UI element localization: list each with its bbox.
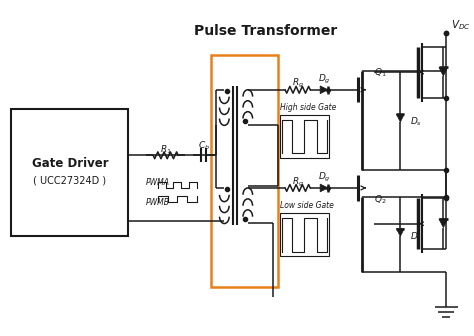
Text: Low side Gate: Low side Gate <box>280 201 334 210</box>
Bar <box>280 115 329 158</box>
Text: $Q_2$: $Q_2$ <box>374 193 386 206</box>
Text: $V_{DC}$: $V_{DC}$ <box>451 18 471 32</box>
Text: $Q_1$: $Q_1$ <box>374 67 386 79</box>
Bar <box>210 54 278 287</box>
Text: $D_s$: $D_s$ <box>410 230 422 243</box>
Text: Pulse Transformer: Pulse Transformer <box>194 24 337 38</box>
Text: $R_1$: $R_1$ <box>160 143 172 156</box>
Text: High side Gate: High side Gate <box>280 103 337 112</box>
Text: $D_g$: $D_g$ <box>318 171 330 184</box>
Text: $R_g$: $R_g$ <box>292 77 304 90</box>
Text: $R_g$: $R_g$ <box>292 175 304 188</box>
Polygon shape <box>439 219 448 228</box>
Text: Gate Driver: Gate Driver <box>31 157 108 170</box>
Text: $C_b$: $C_b$ <box>198 139 210 152</box>
Text: PWMB: PWMB <box>146 198 170 207</box>
Polygon shape <box>320 86 328 94</box>
Text: ( UCC27324D ): ( UCC27324D ) <box>33 176 106 186</box>
Polygon shape <box>396 114 404 122</box>
Text: PWMA: PWMA <box>146 178 170 187</box>
Text: $D_g$: $D_g$ <box>318 73 330 86</box>
Polygon shape <box>320 184 328 192</box>
Polygon shape <box>439 67 448 76</box>
Text: $D_s$: $D_s$ <box>410 116 422 128</box>
Bar <box>280 213 329 256</box>
Polygon shape <box>396 228 404 237</box>
Bar <box>11 109 128 237</box>
